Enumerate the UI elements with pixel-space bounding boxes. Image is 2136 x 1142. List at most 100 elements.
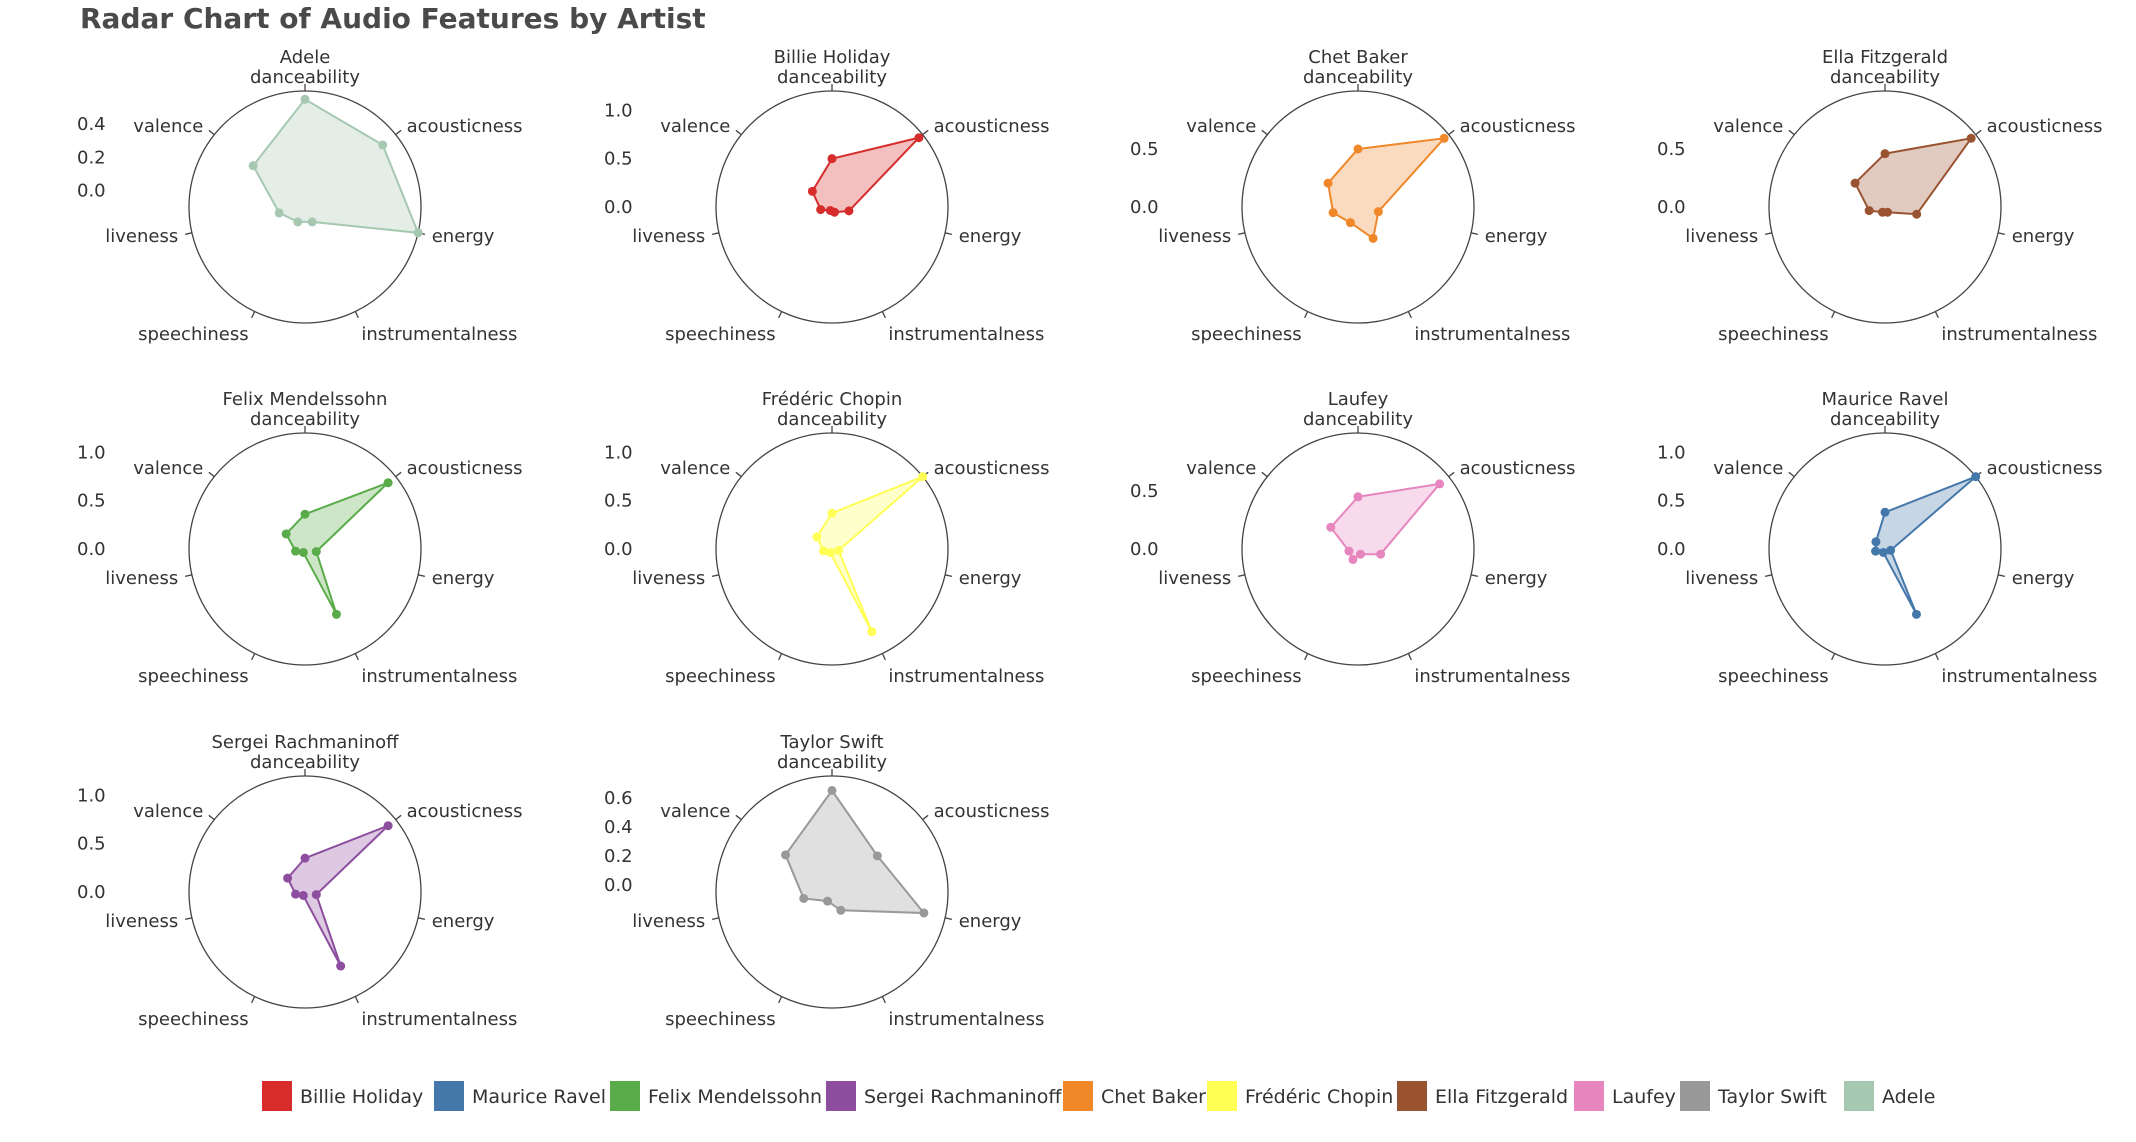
axis-label-valence: valence [1186,458,1256,479]
data-point-liveness [1864,206,1874,216]
axis-label-energy: energy [432,911,495,932]
axis-tick-energy [417,574,426,578]
axis-tick-speechiness [1304,653,1309,661]
series-area-maurice-ravel [1874,475,1977,615]
radial-tick-label: 0.5 [604,149,633,170]
radial-tick-label: 0.0 [604,539,633,560]
legend-label: Billie Holiday [300,1086,423,1108]
legend-item-billie-holiday[interactable]: Billie Holiday [262,1081,423,1111]
axis-tick-acousticness [1448,471,1455,478]
axis-tick-speechiness [778,311,783,319]
series-area-adele [252,97,420,234]
data-point-liveness [1328,208,1338,218]
radial-tick-label: 1.0 [604,100,633,121]
legend-item-chet-baker[interactable]: Chet Baker [1063,1081,1206,1111]
radial-tick-label: 0.2 [77,147,106,168]
axis-label-energy: energy [959,226,1022,247]
axis-label-speechiness: speechiness [665,666,776,687]
data-point-acousticness [1971,472,1981,482]
axis-tick-speechiness [1831,311,1836,319]
data-point-danceability [1880,149,1890,159]
data-point-valence [1871,537,1881,547]
data-point-speechiness [825,547,835,557]
axis-tick-energy [944,574,953,578]
axis-label-energy: energy [959,568,1022,589]
axis-label-energy: energy [1485,226,1548,247]
axis-tick-speechiness [251,653,256,661]
legend-item-ella-fitzgerald[interactable]: Ella Fitzgerald [1397,1081,1568,1111]
data-point-acousticness [914,133,924,143]
legend-swatch [1680,1081,1710,1111]
data-point-danceability [1353,492,1363,502]
axis-label-valence: valence [660,458,730,479]
axis-tick-energy [1997,574,2006,578]
axis-label-acousticness: acousticness [1987,458,2103,479]
radial-tick-label: 0.0 [77,882,106,903]
axis-tick-valence [735,814,742,821]
axis-tick-instrumentalness [1934,653,1939,661]
data-point-instrumentalness [1368,233,1378,243]
axis-label-danceability: danceability [1830,67,1940,88]
axis-label-energy: energy [432,226,495,247]
data-point-danceability [827,154,837,164]
legend-swatch [826,1081,856,1111]
axis-tick-energy [944,917,953,921]
data-point-energy [1373,207,1383,217]
data-point-instrumentalness [307,217,317,227]
data-point-liveness [816,205,826,215]
radial-tick-label: 0.0 [77,180,106,201]
legend-swatch [1574,1081,1604,1111]
radial-tick-label: 0.5 [1130,139,1159,160]
data-point-speechiness [823,896,833,906]
axis-tick-valence [208,814,215,821]
axis-label-speechiness: speechiness [1718,324,1829,345]
axis-label-danceability: danceability [250,752,360,773]
axis-label-acousticness: acousticness [407,458,523,479]
data-point-speechiness [1877,207,1887,217]
legend-label: Maurice Ravel [472,1086,606,1108]
data-point-danceability [1880,507,1890,517]
legend-item-adele[interactable]: Adele [1844,1081,1935,1111]
legend-label: Sergei Rachmaninoff [864,1086,1062,1108]
axis-label-speechiness: speechiness [1191,324,1302,345]
data-point-valence [812,532,822,542]
panel-title: Billie Holiday [774,47,891,68]
axis-tick-speechiness [1831,653,1836,661]
axis-tick-instrumentalness [1934,311,1939,319]
axis-tick-speechiness [778,653,783,661]
axis-tick-acousticness [1448,129,1455,136]
legend-item-maurice-ravel[interactable]: Maurice Ravel [434,1081,606,1111]
data-point-liveness [819,546,829,556]
panel-title: Ella Fitzgerald [1822,47,1948,68]
legend-item-laufey[interactable]: Laufey [1574,1081,1676,1111]
axis-label-speechiness: speechiness [1191,666,1302,687]
axis-tick-liveness [184,574,193,578]
data-point-danceability [300,853,310,863]
legend-item-felix-mendelssohn[interactable]: Felix Mendelssohn [610,1081,822,1111]
legend-item-frederic-chopin[interactable]: Frédéric Chopin [1207,1081,1393,1111]
legend-item-taylor-swift[interactable]: Taylor Swift [1680,1081,1827,1111]
axis-tick-liveness [184,232,193,236]
axis-label-acousticness: acousticness [407,116,523,137]
axis-label-instrumentalness: instrumentalness [888,666,1044,687]
legend-label: Taylor Swift [1717,1086,1827,1108]
axis-label-valence: valence [1713,116,1783,137]
axis-label-speechiness: speechiness [665,324,776,345]
axis-tick-acousticness [395,129,402,136]
axis-tick-valence [208,129,215,136]
axis-label-energy: energy [432,568,495,589]
axis-label-instrumentalness: instrumentalness [361,666,517,687]
legend-swatch [1063,1081,1093,1111]
axis-label-valence: valence [660,116,730,137]
data-point-speechiness [1348,554,1358,564]
axis-tick-liveness [1764,574,1773,578]
data-point-danceability [300,509,310,519]
axis-tick-speechiness [1304,311,1309,319]
data-point-instrumentalness [1356,549,1366,559]
axis-tick-acousticness [1975,129,1982,136]
axis-label-energy: energy [2012,568,2075,589]
axis-label-instrumentalness: instrumentalness [1941,666,2097,687]
legend-item-sergei-rachmaninoff[interactable]: Sergei Rachmaninoff [826,1081,1062,1111]
data-point-energy [1886,545,1896,555]
data-point-valence [807,186,817,196]
